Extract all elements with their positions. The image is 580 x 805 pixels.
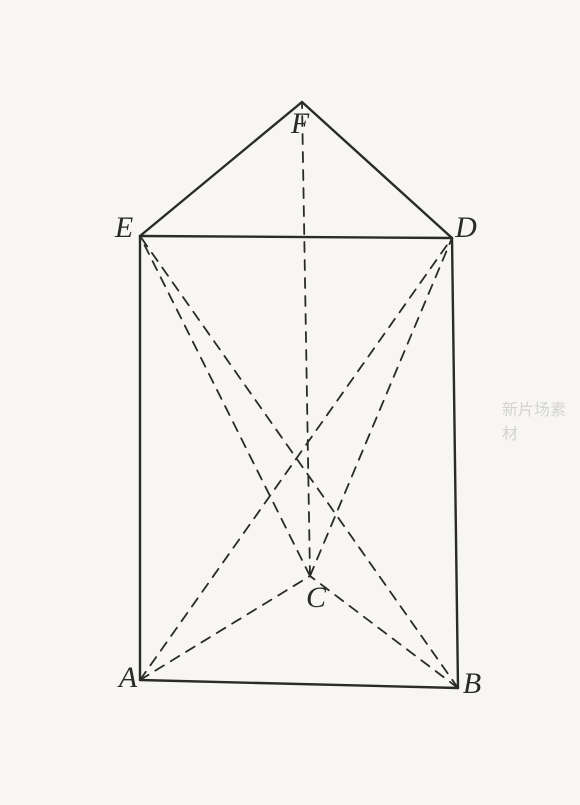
solid-edge-E-F: [140, 102, 302, 236]
diagram-svg: [0, 0, 580, 800]
solid-edge-F-D: [302, 102, 452, 238]
dashed-edge-A-C: [140, 576, 310, 680]
dashed-edge-B-E: [140, 236, 458, 688]
solid-edge-D-E: [140, 236, 452, 238]
dashed-edge-C-F: [302, 102, 310, 576]
dashed-edge-C-D: [310, 238, 452, 576]
dashed-edge-C-E: [140, 236, 310, 576]
dashed-edge-B-C: [310, 576, 458, 688]
geometry-diagram: [0, 0, 580, 800]
solid-edge-B-D: [452, 238, 458, 688]
solid-edge-A-B: [140, 680, 458, 688]
